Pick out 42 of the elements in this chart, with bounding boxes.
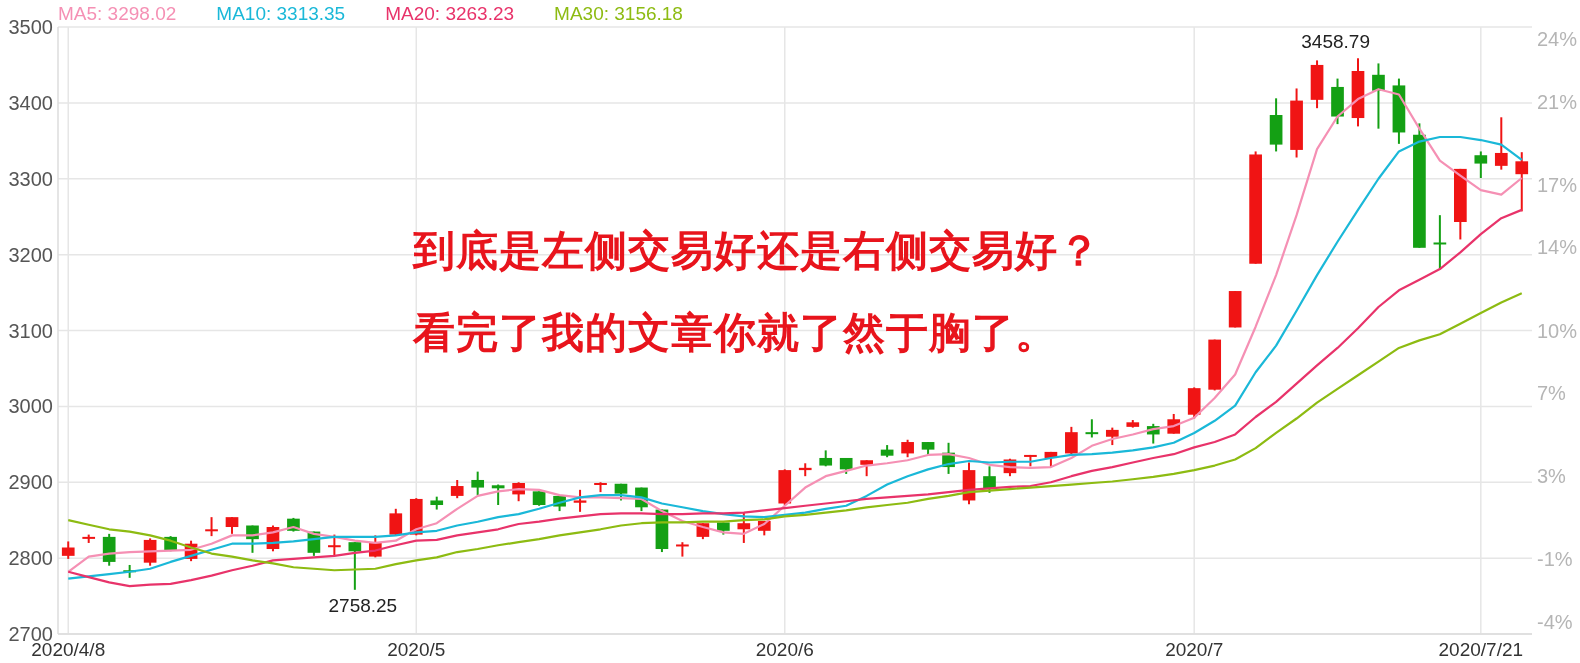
y2-tick-label: 7% (1537, 381, 1567, 404)
candlestick (573, 488, 587, 513)
y-tick-label: 3000 (8, 395, 53, 418)
candlestick (205, 516, 218, 538)
candlestick (1085, 418, 1099, 439)
annotation: 看完了我的文章你就了然于胸了。 (412, 308, 1058, 357)
y2-tick-label: 14% (1537, 236, 1578, 259)
y2-tick-label: 17% (1537, 173, 1578, 196)
x-tick-label: 2020/6 (755, 639, 814, 660)
candlestick (450, 478, 464, 500)
candlestick (389, 507, 403, 537)
y2-tick-label: 24% (1537, 28, 1578, 51)
y-tick-label: 3100 (8, 319, 53, 342)
candlestick (1474, 150, 1488, 179)
y-tick-label: 2900 (8, 471, 53, 494)
y-tick-label: 3400 (8, 91, 53, 114)
y-tick-label: 3300 (8, 167, 53, 190)
annotation: 3458.79 (1301, 31, 1370, 53)
y2-tick-label: 10% (1537, 319, 1578, 342)
candlestick (471, 470, 485, 497)
x-tick-label: 2020/7/21 (1438, 639, 1524, 660)
candlestick (1433, 214, 1447, 271)
candlestick (1065, 425, 1078, 456)
candlestick (1372, 62, 1385, 130)
y-tick-label: 3500 (8, 16, 53, 38)
y2-tick-label: 21% (1537, 90, 1578, 113)
candlestick (1515, 151, 1529, 213)
y-tick-label: 3200 (8, 243, 53, 266)
candlestick (676, 541, 689, 558)
legend: MA5: 3298.02 MA10: 3313.35 MA20: 3263.23 MA30: 3156.18 (58, 3, 683, 24)
annotation: 2758.25 (328, 594, 398, 616)
candlestick (737, 511, 751, 544)
x-tick-label: 2020/7 (1165, 639, 1224, 660)
annotation: 到底是左侧交易好还是右侧交易好？ (412, 226, 1101, 275)
y2-tick-label: -1% (1537, 548, 1573, 571)
y-tick-label: 2800 (8, 547, 53, 570)
candlestick (348, 541, 362, 591)
y2-tick-label: 3% (1537, 465, 1567, 488)
candlestick (328, 533, 341, 557)
x-tick-label: 2020/5 (387, 639, 446, 660)
y2-tick-label: -4% (1537, 610, 1573, 633)
candlestick (1494, 116, 1508, 171)
